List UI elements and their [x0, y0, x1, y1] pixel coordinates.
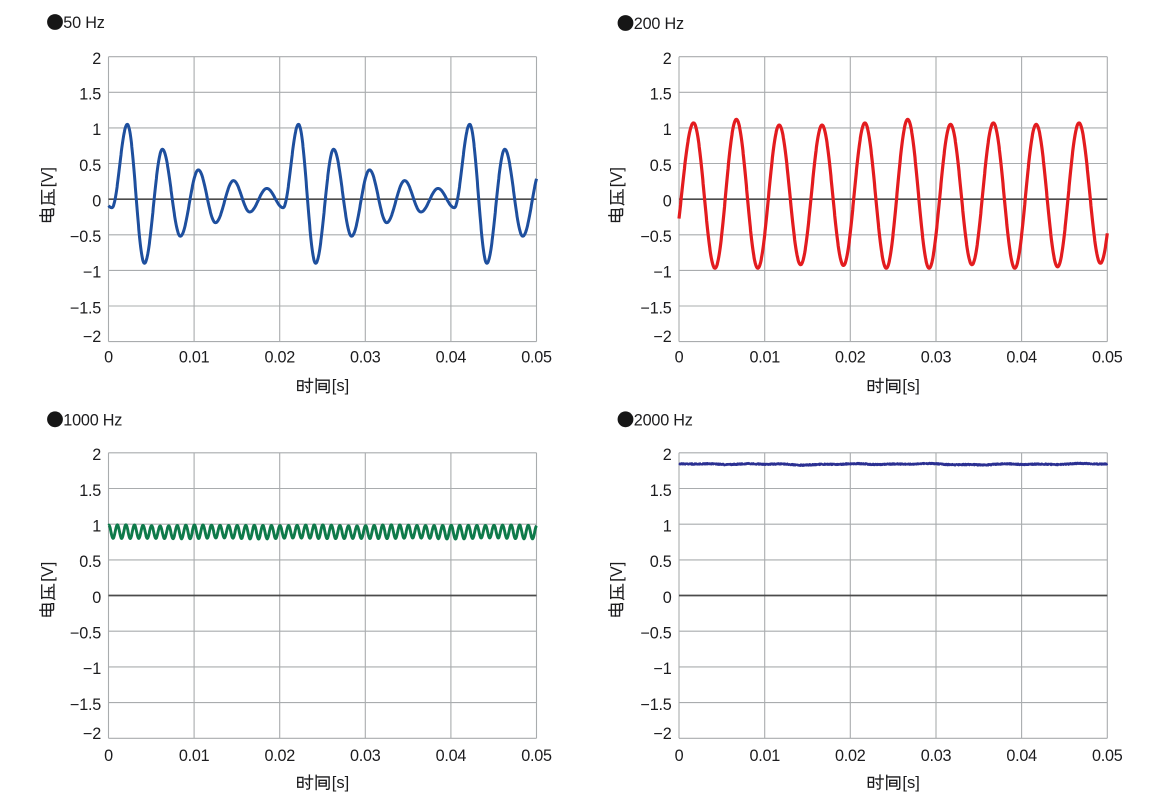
svg-text:[s]: [s]: [902, 774, 919, 792]
svg-text:50 Hz: 50 Hz: [63, 14, 104, 32]
svg-text:0.04: 0.04: [436, 747, 467, 765]
svg-text:1: 1: [663, 121, 672, 139]
svg-text:1000 Hz: 1000 Hz: [63, 411, 122, 429]
svg-text:1.5: 1.5: [79, 86, 101, 104]
svg-text:2: 2: [92, 446, 101, 464]
svg-text:[s]: [s]: [902, 377, 919, 395]
svg-text:−1.5: −1.5: [641, 696, 672, 714]
svg-text:0.03: 0.03: [921, 348, 952, 366]
svg-text:−1: −1: [83, 660, 101, 678]
svg-text:0.03: 0.03: [921, 747, 952, 765]
svg-text:0.02: 0.02: [264, 747, 295, 765]
svg-text:0.01: 0.01: [749, 747, 780, 765]
svg-text:−1: −1: [83, 264, 101, 282]
svg-text:0.05: 0.05: [521, 747, 552, 765]
svg-text:0: 0: [663, 589, 672, 607]
svg-text:0: 0: [675, 348, 684, 366]
svg-text:−0.5: −0.5: [641, 228, 672, 246]
svg-text:−2: −2: [654, 725, 672, 743]
svg-text:0.02: 0.02: [264, 348, 295, 366]
svg-text:−0.5: −0.5: [641, 625, 672, 643]
svg-text:0.5: 0.5: [650, 553, 672, 571]
svg-text:2: 2: [663, 446, 672, 464]
svg-text:0.5: 0.5: [79, 157, 101, 175]
svg-text:−1.5: −1.5: [70, 299, 101, 317]
svg-text:[V]: [V]: [608, 562, 626, 582]
svg-text:0.5: 0.5: [79, 553, 101, 571]
svg-text:0: 0: [104, 747, 113, 765]
svg-text:2: 2: [663, 50, 672, 68]
svg-text:−2: −2: [654, 328, 672, 346]
svg-text:0.01: 0.01: [179, 747, 210, 765]
svg-text:2000 Hz: 2000 Hz: [634, 411, 693, 429]
svg-text:−2: −2: [83, 328, 101, 346]
svg-text:0.04: 0.04: [1006, 348, 1037, 366]
svg-text:−1: −1: [654, 660, 672, 678]
svg-text:0.05: 0.05: [521, 348, 552, 366]
svg-text:0.03: 0.03: [350, 348, 381, 366]
svg-text:0.01: 0.01: [179, 348, 210, 366]
svg-text:0.05: 0.05: [1092, 747, 1123, 765]
svg-text:[s]: [s]: [332, 377, 349, 395]
svg-text:[V]: [V]: [39, 562, 57, 582]
svg-text:−1: −1: [654, 264, 672, 282]
svg-text:[V]: [V]: [39, 167, 57, 187]
svg-text:1.5: 1.5: [79, 482, 101, 500]
svg-text:1: 1: [92, 121, 101, 139]
svg-text:0: 0: [92, 193, 101, 211]
svg-text:−0.5: −0.5: [70, 228, 101, 246]
svg-text:0: 0: [675, 747, 684, 765]
svg-text:200 Hz: 200 Hz: [634, 15, 684, 33]
svg-text:[s]: [s]: [332, 774, 349, 792]
svg-text:0.03: 0.03: [350, 747, 381, 765]
svg-text:−0.5: −0.5: [70, 625, 101, 643]
svg-text:0.05: 0.05: [1092, 348, 1123, 366]
svg-text:0: 0: [663, 193, 672, 211]
svg-text:1: 1: [663, 518, 672, 536]
svg-text:−1.5: −1.5: [641, 299, 672, 317]
svg-text:0.04: 0.04: [436, 348, 467, 366]
svg-text:2: 2: [92, 50, 101, 68]
svg-text:1.5: 1.5: [650, 482, 672, 500]
svg-text:0.01: 0.01: [749, 348, 780, 366]
svg-text:1: 1: [92, 518, 101, 536]
svg-text:−2: −2: [83, 725, 101, 743]
svg-text:1.5: 1.5: [650, 86, 672, 104]
svg-text:0: 0: [92, 589, 101, 607]
svg-text:0.02: 0.02: [835, 747, 866, 765]
svg-text:0.5: 0.5: [650, 157, 672, 175]
svg-text:0: 0: [104, 348, 113, 366]
svg-text:[V]: [V]: [608, 167, 626, 187]
svg-text:−1.5: −1.5: [70, 696, 101, 714]
svg-text:0.04: 0.04: [1006, 747, 1037, 765]
svg-text:0.02: 0.02: [835, 348, 866, 366]
